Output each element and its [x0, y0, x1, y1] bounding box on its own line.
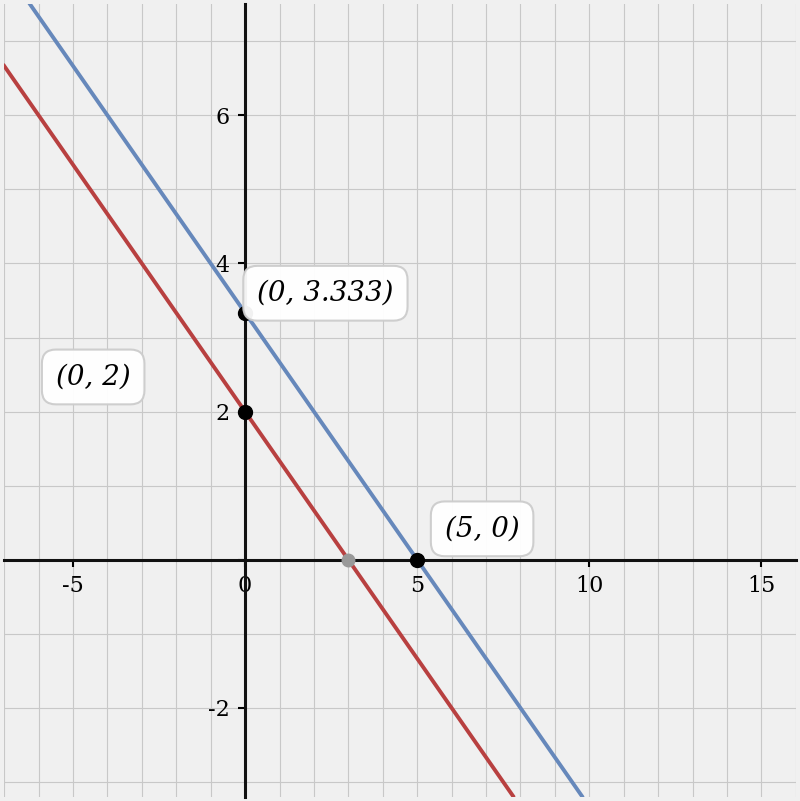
- Text: (5, 0): (5, 0): [445, 515, 519, 542]
- Text: (0, 3.333): (0, 3.333): [257, 280, 394, 307]
- Text: (0, 2): (0, 2): [56, 364, 130, 390]
